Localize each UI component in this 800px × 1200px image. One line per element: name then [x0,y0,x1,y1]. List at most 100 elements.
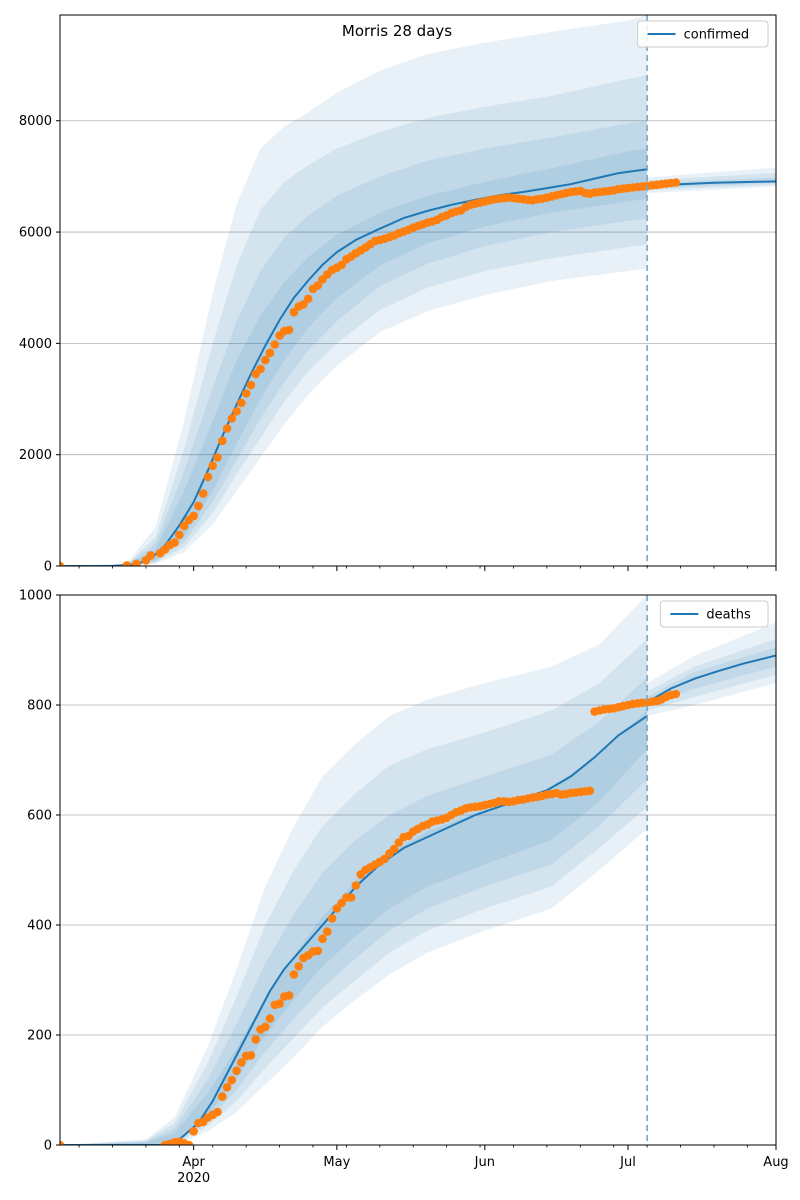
observed-point [261,355,270,365]
uncertainty-band [60,595,648,1145]
x-tick-label: Jul [619,1155,636,1170]
observed-point [170,538,179,547]
y-tick-label: 800 [27,699,52,714]
legend: deaths [659,600,769,628]
observed-point [122,561,132,566]
confirmed-panel: 0 2000 4000 6000 8000 confirmed [19,14,777,575]
observed-point [256,364,265,374]
uncertainty-band [60,148,648,566]
observed-point [198,489,208,498]
legend-label: confirmed [684,28,750,43]
observed-point [389,844,399,854]
observed-point [179,521,189,531]
x-tick-label: Aug [763,1155,788,1170]
y-tick-label: 600 [27,809,52,824]
observed-point [194,501,203,511]
observed-point [284,991,294,1000]
observed-point [213,453,222,462]
observed-point [60,561,65,566]
observed-point [346,893,356,902]
y-tick-label: 2000 [19,448,52,463]
observed-point [146,551,155,560]
observed-point [222,424,232,433]
observed-point [237,398,246,408]
chart-title: Morris 28 days [342,22,452,40]
observed-point [132,559,141,566]
plot-area [60,15,776,566]
legend-box [637,20,769,48]
uncertainty-band [60,639,648,1145]
observed-point [203,472,213,482]
y-tick-label: 400 [27,919,52,934]
x-tick-label: 2020 [177,1171,210,1186]
x-tick-label: May [323,1155,350,1170]
observed-point [294,962,304,971]
observed-point [218,1092,227,1101]
observed-point [265,348,275,358]
observed-point [227,414,237,423]
axes-frame [59,594,777,1146]
y-tick-label: 200 [27,1029,52,1044]
observed-point [213,1107,222,1117]
observed-point [232,407,241,416]
observed-point [246,380,256,390]
observed-point [585,786,595,796]
uncertainty-band [60,677,648,1145]
observed-point [261,1022,270,1032]
observed-point [232,1066,241,1076]
y-tick-label: 8000 [19,114,52,129]
observed-point [175,530,184,540]
observed-point [351,881,361,890]
observed-point [275,999,284,1008]
uncertainty-band [60,15,648,566]
observed-point [289,307,299,317]
y-tick-label: 0 [44,560,52,575]
observed-point [251,1035,260,1044]
x-tick-label: Jun [474,1155,495,1170]
observed-point [60,1140,65,1145]
observed-point [327,914,337,923]
observed-point [189,1127,198,1136]
uncertainty-band [60,710,648,1145]
y-tick-label: 1000 [19,589,52,604]
uncertainty-band [60,120,648,566]
observed-point [303,294,313,304]
observed-point [222,1083,232,1092]
y-tick-label: 6000 [19,226,52,241]
axes-frame [59,14,777,567]
observed-point [189,511,198,521]
y-tick-label: 0 [44,1139,52,1154]
observed-point [323,927,332,936]
y-tick-label: 4000 [19,337,52,352]
observed-point [265,1014,275,1023]
forecast-band [647,173,776,191]
observed-point [313,946,323,956]
legend-label: deaths [706,608,751,623]
observed-point [237,1058,246,1067]
plot-area [60,595,776,1145]
observed-point [318,934,327,944]
observed-point [671,689,681,699]
legend: confirmed [637,20,769,48]
legend-box [659,600,769,628]
observed-point [227,1075,237,1085]
observed-point [337,260,346,270]
forecast-band [647,167,776,194]
observed-point [246,1051,256,1060]
observed-point [313,281,323,290]
observed-point [289,970,299,979]
model-median-line [60,168,648,566]
observed-point [208,461,217,471]
forecast-median-line [646,654,776,704]
x-tick-label: Apr [182,1155,205,1170]
observed-point [218,436,227,446]
observed-point [270,340,280,349]
observed-point [284,325,294,335]
forecast-band [647,647,776,707]
observed-point [184,1140,194,1145]
observed-point [671,178,681,187]
observed-point [299,300,308,309]
observed-point [241,389,251,398]
